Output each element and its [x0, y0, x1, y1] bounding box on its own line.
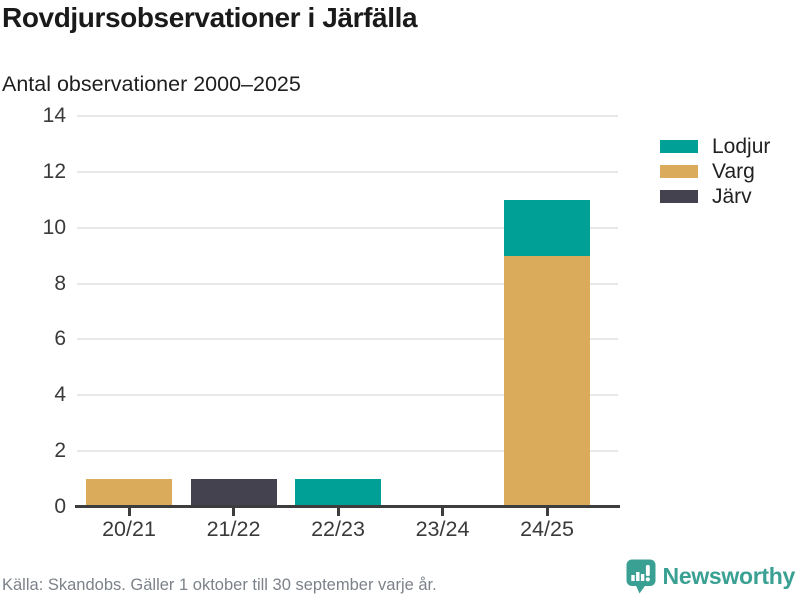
bar-segment-järv — [190, 479, 277, 507]
grid-line — [77, 282, 618, 285]
legend-item: Järv — [660, 184, 770, 209]
x-axis-tick — [545, 508, 549, 516]
chart-legend: Lodjur Varg Järv — [660, 134, 770, 209]
x-axis-line — [75, 505, 620, 508]
legend-label: Lodjur — [712, 134, 771, 158]
newsworthy-logo: Newsworthy — [626, 559, 795, 594]
legend-swatch — [660, 165, 698, 178]
y-tick-label: 12 — [42, 159, 66, 183]
grid-line — [77, 170, 618, 173]
grid-line — [77, 115, 618, 117]
x-tick-label: 20/21 — [102, 517, 156, 541]
x-axis-tick — [232, 508, 235, 516]
x-axis-tick — [127, 508, 131, 516]
y-tick-label: 6 — [54, 327, 66, 351]
y-tick-label: 0 — [54, 495, 66, 518]
source-note: Källa: Skandobs. Gäller 1 oktober till 3… — [2, 576, 437, 594]
grid-line — [77, 226, 618, 229]
legend-label: Varg — [712, 159, 755, 183]
x-tick-label: 23/24 — [415, 517, 470, 541]
x-tick-label: 22/23 — [311, 517, 365, 541]
y-tick-label: 14 — [42, 104, 66, 127]
bar-segment-lodjur — [295, 479, 381, 507]
bar-segment-varg — [86, 479, 172, 507]
x-tick-label: 24/25 — [520, 517, 574, 541]
grid-line — [77, 338, 618, 341]
y-tick-label: 8 — [54, 271, 66, 295]
x-axis-tick — [441, 508, 444, 516]
bar-segment-varg — [504, 255, 590, 507]
newsworthy-logo-icon — [626, 559, 656, 594]
grid-line — [77, 450, 618, 453]
y-tick-label: 2 — [54, 439, 66, 463]
x-tick-label: 21/22 — [206, 517, 261, 541]
legend-label: Järv — [712, 184, 752, 208]
grid-line — [77, 394, 618, 397]
chart-title: Rovdjursobservationer i Järfälla — [2, 2, 418, 33]
x-axis-tick — [336, 508, 340, 516]
y-axis-labels: 0 2 4 6 8 10 12 14 — [0, 104, 66, 518]
plot-area — [77, 115, 618, 507]
y-tick-label: 10 — [42, 215, 66, 239]
newsworthy-brand-text: Newsworthy — [662, 563, 796, 589]
legend-item: Lodjur — [660, 134, 770, 159]
legend-swatch — [660, 140, 698, 153]
y-tick-label: 4 — [54, 383, 66, 407]
bar-segment-lodjur — [504, 199, 590, 256]
legend-item: Varg — [660, 159, 770, 184]
legend-swatch — [660, 190, 698, 203]
chart-subtitle: Antal observationer 2000–2025 — [2, 72, 301, 96]
